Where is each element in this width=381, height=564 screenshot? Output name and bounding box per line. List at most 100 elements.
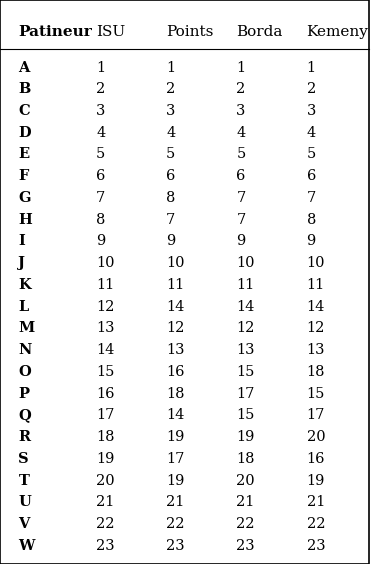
Text: 7: 7 (166, 213, 175, 227)
Text: F: F (18, 169, 29, 183)
Text: 12: 12 (236, 321, 255, 336)
Text: 2: 2 (236, 82, 246, 96)
Text: 4: 4 (96, 126, 105, 140)
Text: G: G (18, 191, 31, 205)
Text: J: J (18, 256, 26, 270)
Text: 19: 19 (307, 474, 325, 487)
Text: 23: 23 (96, 539, 115, 553)
Text: W: W (18, 539, 35, 553)
Text: 17: 17 (96, 408, 114, 422)
Text: 6: 6 (307, 169, 316, 183)
Text: 11: 11 (96, 278, 114, 292)
Text: 18: 18 (96, 430, 115, 444)
Text: 13: 13 (96, 321, 115, 336)
Text: 9: 9 (236, 235, 246, 248)
Text: D: D (18, 126, 31, 140)
Text: I: I (18, 235, 25, 248)
Text: 14: 14 (166, 408, 184, 422)
Text: 22: 22 (96, 517, 115, 531)
Text: 18: 18 (236, 452, 255, 466)
Text: 8: 8 (307, 213, 316, 227)
Text: 10: 10 (236, 256, 255, 270)
Text: 15: 15 (236, 365, 255, 379)
Text: 19: 19 (166, 430, 184, 444)
Text: 19: 19 (166, 474, 184, 487)
Text: 23: 23 (307, 539, 325, 553)
Text: 19: 19 (236, 430, 255, 444)
Text: K: K (18, 278, 31, 292)
Text: 5: 5 (307, 148, 316, 161)
Text: 3: 3 (166, 104, 176, 118)
Text: 15: 15 (236, 408, 255, 422)
Text: 14: 14 (166, 299, 184, 314)
Text: 11: 11 (236, 278, 255, 292)
Text: Kemeny: Kemeny (307, 25, 368, 39)
Text: 17: 17 (307, 408, 325, 422)
Text: R: R (18, 430, 30, 444)
Text: 1: 1 (96, 60, 105, 74)
Text: ISU: ISU (96, 25, 125, 39)
Text: 13: 13 (307, 343, 325, 357)
Text: 10: 10 (96, 256, 115, 270)
Text: 18: 18 (307, 365, 325, 379)
Text: Patineur: Patineur (18, 25, 92, 39)
Text: 2: 2 (166, 82, 175, 96)
Text: A: A (18, 60, 30, 74)
Text: 4: 4 (307, 126, 316, 140)
Text: 13: 13 (166, 343, 185, 357)
Text: 16: 16 (166, 365, 185, 379)
Text: 7: 7 (307, 191, 316, 205)
Text: C: C (18, 104, 30, 118)
Text: Q: Q (18, 408, 31, 422)
Text: U: U (18, 495, 31, 509)
Text: 11: 11 (166, 278, 184, 292)
Text: 12: 12 (96, 299, 114, 314)
Text: 16: 16 (96, 386, 115, 400)
Text: 14: 14 (96, 343, 114, 357)
Text: 22: 22 (307, 517, 325, 531)
Text: 4: 4 (166, 126, 175, 140)
Text: 19: 19 (96, 452, 114, 466)
Text: 6: 6 (166, 169, 176, 183)
Text: 15: 15 (307, 386, 325, 400)
Text: 1: 1 (236, 60, 245, 74)
Text: 3: 3 (96, 104, 106, 118)
Text: 6: 6 (96, 169, 106, 183)
Text: 20: 20 (307, 430, 325, 444)
Text: 22: 22 (166, 517, 185, 531)
Text: 8: 8 (96, 213, 106, 227)
Text: 3: 3 (307, 104, 316, 118)
Text: 21: 21 (96, 495, 114, 509)
Text: Points: Points (166, 25, 214, 39)
Text: 12: 12 (166, 321, 184, 336)
Text: 8: 8 (166, 191, 176, 205)
Text: 1: 1 (166, 60, 175, 74)
Text: 11: 11 (307, 278, 325, 292)
Text: T: T (18, 474, 29, 487)
Text: 17: 17 (166, 452, 184, 466)
Text: 4: 4 (236, 126, 246, 140)
Text: O: O (18, 365, 31, 379)
Text: 10: 10 (307, 256, 325, 270)
Text: V: V (18, 517, 30, 531)
Text: 3: 3 (236, 104, 246, 118)
Text: 21: 21 (236, 495, 255, 509)
Text: 18: 18 (166, 386, 185, 400)
Text: 2: 2 (307, 82, 316, 96)
Text: 1: 1 (307, 60, 316, 74)
Text: 10: 10 (166, 256, 185, 270)
Text: 17: 17 (236, 386, 255, 400)
Text: 22: 22 (236, 517, 255, 531)
Text: 21: 21 (307, 495, 325, 509)
Text: 14: 14 (307, 299, 325, 314)
Text: M: M (18, 321, 35, 336)
Text: 5: 5 (236, 148, 246, 161)
Text: Borda: Borda (236, 25, 283, 39)
Text: L: L (18, 299, 29, 314)
Text: N: N (18, 343, 32, 357)
Text: 20: 20 (96, 474, 115, 487)
Text: 13: 13 (236, 343, 255, 357)
Text: 20: 20 (236, 474, 255, 487)
Text: H: H (18, 213, 32, 227)
Text: 7: 7 (236, 213, 246, 227)
